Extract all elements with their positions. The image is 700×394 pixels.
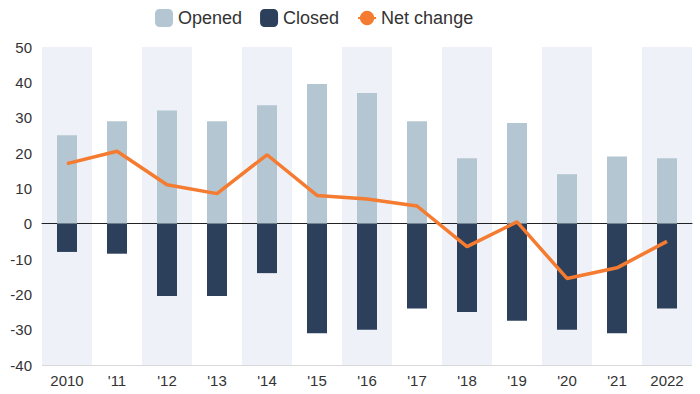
svg-text:'18: '18 — [457, 372, 477, 389]
svg-text:-20: -20 — [10, 286, 32, 303]
svg-text:2022: 2022 — [650, 372, 683, 389]
svg-text:Net change: Net change — [381, 8, 473, 28]
svg-text:'14: '14 — [257, 372, 277, 389]
svg-text:'16: '16 — [357, 372, 377, 389]
svg-text:0: 0 — [24, 215, 32, 232]
svg-text:'13: '13 — [207, 372, 227, 389]
svg-text:'21: '21 — [607, 372, 627, 389]
svg-text:'17: '17 — [407, 372, 427, 389]
svg-text:30: 30 — [15, 109, 32, 126]
svg-text:Opened: Opened — [178, 8, 242, 28]
svg-text:'15: '15 — [307, 372, 327, 389]
svg-text:-10: -10 — [10, 251, 32, 268]
svg-text:20: 20 — [15, 145, 32, 162]
svg-text:40: 40 — [15, 74, 32, 91]
svg-text:'20: '20 — [557, 372, 577, 389]
svg-text:2010: 2010 — [50, 372, 83, 389]
svg-text:50: 50 — [15, 39, 32, 56]
svg-text:'12: '12 — [157, 372, 177, 389]
svg-text:10: 10 — [15, 180, 32, 197]
svg-text:Closed: Closed — [283, 8, 339, 28]
svg-text:-40: -40 — [10, 357, 32, 374]
svg-text:-30: -30 — [10, 321, 32, 338]
svg-text:'19: '19 — [507, 372, 527, 389]
svg-text:'11: '11 — [108, 372, 126, 389]
